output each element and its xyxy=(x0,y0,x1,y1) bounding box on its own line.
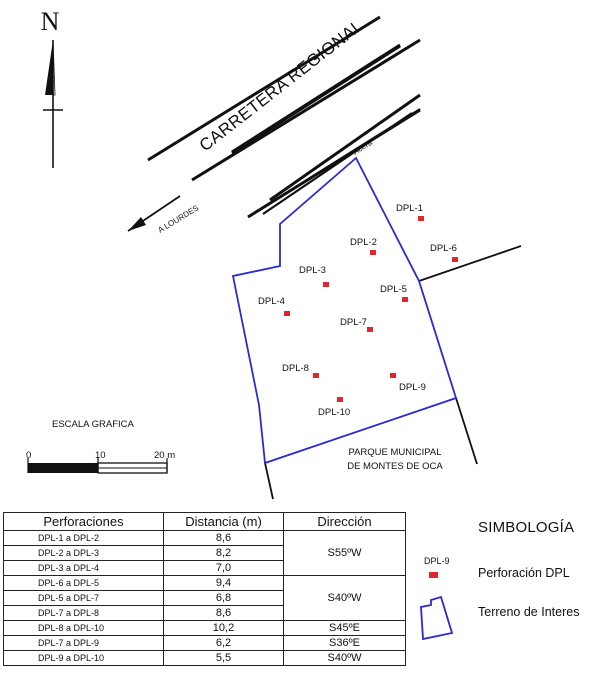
borehole-marker xyxy=(367,327,373,332)
lourdes-direction-arrow-icon xyxy=(127,195,181,232)
table-row: DPL-2 a DPL-3 8,2 xyxy=(3,545,406,561)
distance-cell: 6,8 xyxy=(163,590,284,606)
borehole-label: DPL-5 xyxy=(380,284,407,295)
regional-road xyxy=(147,15,421,182)
north-arrow-icon: N xyxy=(41,7,63,168)
pair-cell: DPL-3 a DPL-4 xyxy=(3,560,164,576)
table-row: DPL-6 a DPL-5 9,4 S40ºW xyxy=(3,575,406,621)
borehole-label: DPL-9 xyxy=(399,382,426,393)
pair-cell: DPL-7 a DPL-8 xyxy=(3,605,164,621)
borehole-distance-table: Perforaciones Distancia (m) Dirección DP… xyxy=(3,512,406,666)
borehole-label: DPL-8 xyxy=(282,363,309,374)
borehole-label: DPL-7 xyxy=(340,317,367,328)
distance-cell: 8,2 xyxy=(163,545,284,561)
road-label: CARRETERA REGIONAL xyxy=(196,16,367,155)
table-row: DPL-7 a DPL-9 6,2 S36ºE xyxy=(3,635,406,651)
distance-cell: 7,0 xyxy=(163,560,284,576)
inner-road-edge xyxy=(231,44,421,219)
direction-cell: S36ºE xyxy=(283,635,406,651)
distance-cell: 5,5 xyxy=(163,650,284,666)
distance-cell: 8,6 xyxy=(163,605,284,621)
scale-tick-0: 0 xyxy=(26,450,31,461)
table-row: DPL-1 a DPL-2 8,6 S55ºW xyxy=(3,530,406,576)
col-header-boreholes: Perforaciones xyxy=(3,512,164,531)
pair-cell: DPL-1 a DPL-2 xyxy=(3,530,164,546)
distance-cell: 6,2 xyxy=(163,635,284,651)
borehole-marker xyxy=(452,257,458,262)
borehole-label: DPL-4 xyxy=(258,296,285,307)
borehole-label: DPL-10 xyxy=(318,407,350,418)
table-row: DPL-7 a DPL-8 8,6 xyxy=(3,605,406,621)
borehole-marker xyxy=(402,297,408,302)
borehole-marker xyxy=(313,373,319,378)
distance-cell: 9,4 xyxy=(163,575,284,591)
pair-cell: DPL-8 a DPL-10 xyxy=(3,620,164,636)
distance-cell: 10,2 xyxy=(163,620,284,636)
table-row: DPL-8 a DPL-10 10,2 S45ºE xyxy=(3,620,406,636)
borehole-marker xyxy=(337,397,343,402)
table-row: DPL-9 a DPL-10 5,5 S40ºW xyxy=(3,650,406,666)
pair-cell: DPL-2 a DPL-3 xyxy=(3,545,164,561)
direction-cell: S45ºE xyxy=(283,620,406,636)
borehole-marker xyxy=(418,216,424,221)
terrain-boundary xyxy=(231,156,458,465)
legend-borehole-label: Perforación DPL xyxy=(478,566,570,580)
borehole-label: DPL-1 xyxy=(396,203,423,214)
borehole-label: DPL-6 xyxy=(430,243,457,254)
table-row: DPL-3 a DPL-4 7,0 xyxy=(3,560,406,576)
pair-cell: DPL-7 a DPL-9 xyxy=(3,635,164,651)
legend-sample-label: DPL-9 xyxy=(424,556,450,566)
site-map: N CARRETERA REGIONAL Acera A LOURDES xyxy=(26,7,522,500)
scale-title: ESCALA GRAFICA xyxy=(52,419,134,430)
park-label-line2: DE MONTES DE OCA xyxy=(347,461,443,472)
scale-bar xyxy=(27,458,168,474)
neighbor-boundaries xyxy=(264,245,522,500)
borehole-marker xyxy=(323,282,329,287)
pair-cell: DPL-5 a DPL-7 xyxy=(3,590,164,606)
col-header-direction: Dirección xyxy=(283,512,406,531)
legend-title: SIMBOLOGÍA xyxy=(478,519,575,536)
terrain-symbol-icon xyxy=(420,595,454,641)
park-label-line1: PARQUE MUNICIPAL xyxy=(348,447,441,458)
borehole-label: DPL-3 xyxy=(299,265,326,276)
direction-cell: S40ºW xyxy=(283,650,406,666)
scale-tick-10: 10 xyxy=(95,450,106,461)
borehole-markers xyxy=(284,216,458,402)
north-label: N xyxy=(41,7,60,36)
scale-tick-20: 20 m xyxy=(154,450,175,461)
borehole-symbol-icon xyxy=(429,572,438,578)
pair-cell: DPL-9 a DPL-10 xyxy=(3,650,164,666)
direction-cell: S55ºW xyxy=(283,530,406,576)
pair-cell: DPL-6 a DPL-5 xyxy=(3,575,164,591)
col-header-distance: Distancia (m) xyxy=(163,512,284,531)
borehole-label: DPL-2 xyxy=(350,237,377,248)
borehole-marker xyxy=(370,250,376,255)
borehole-marker xyxy=(284,311,290,316)
borehole-marker xyxy=(390,373,396,378)
legend-terrain-label: Terreno de Interes xyxy=(478,605,580,619)
direction-cell: S40ºW xyxy=(283,575,406,621)
distance-cell: 8,6 xyxy=(163,530,284,546)
table-header-row: Perforaciones Distancia (m) Dirección xyxy=(3,512,406,531)
